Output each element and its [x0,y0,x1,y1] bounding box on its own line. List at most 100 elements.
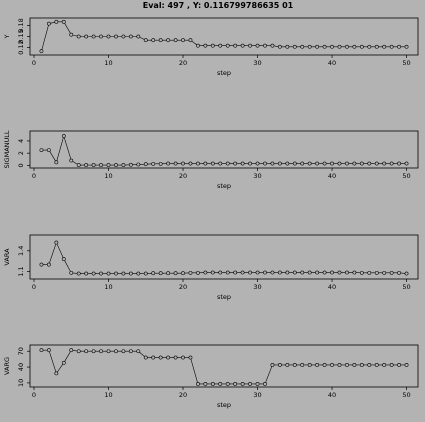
data-point [345,161,349,166]
data-point [91,271,96,276]
data-point [114,349,118,354]
data-point [84,34,89,39]
data-point [181,271,185,276]
data-point [270,43,275,48]
data-point [263,161,267,166]
data-point [136,162,141,167]
data-point [143,355,148,360]
data-point [69,158,74,163]
data-point [166,271,171,276]
data-point [39,262,44,267]
data-point [248,161,252,166]
panel-sigmanull: 0 10 20 30 40 50 0 2 4 step SIGMANULL [3,130,419,190]
x-axis-label: step [217,182,231,190]
data-point [225,382,230,386]
panel-vara: 0 10 20 30 40 50 1.1 1.4 step VARA [3,234,419,301]
data-point [404,161,409,166]
data-point [315,363,320,367]
data-point [218,382,223,386]
data-point [337,363,342,367]
data-point [277,363,282,367]
data-point [285,161,290,166]
data-point [248,43,252,48]
data-point [210,270,215,275]
data-point [300,44,305,49]
data-point [99,34,103,39]
data-point [76,271,81,276]
data-point [345,270,349,275]
x-tick-label: 0 [32,391,36,399]
y-tick-label: 0.18 [17,18,25,32]
data-point [181,161,185,166]
data-point [128,271,133,276]
data-point [397,161,401,166]
data-point [54,160,59,165]
data-point [106,163,111,167]
data-point [39,49,44,54]
data-point [374,44,379,49]
data-point [143,271,148,276]
data-point [76,349,81,354]
data-point [322,44,327,49]
data-point [382,270,387,275]
data-point [203,161,208,166]
data-point [136,271,141,276]
data-point [136,34,141,39]
y-axis-label: SIGMANULL [3,130,11,168]
data-point [374,363,379,367]
data-point [270,363,275,367]
data-point [91,34,96,39]
data-point [367,161,372,166]
x-tick-label: 20 [179,59,187,67]
data-point [218,161,223,166]
data-point [188,355,193,360]
data-point [210,161,215,166]
data-point [121,34,126,39]
data-point [54,371,59,376]
data-point [285,44,290,49]
data-point [337,270,342,275]
data-point [300,270,305,275]
x-tick-label: 10 [104,172,112,180]
y-tick-label: 1.4 [17,246,25,256]
data-point [203,270,208,275]
data-point [196,382,200,386]
data-point [263,270,267,275]
data-point [352,270,357,275]
y-axis-label: Y [3,34,11,39]
data-point [84,349,89,354]
data-point [114,34,118,39]
data-point [300,161,305,166]
x-axis-label: step [217,69,231,77]
data-point [203,43,208,48]
x-tick-label: 10 [104,59,112,67]
panel-y: 0 10 20 30 40 50 0.120.150.18 step Y [3,17,419,77]
data-point [39,148,44,153]
data-point [225,43,230,48]
data-point [389,363,394,367]
x-tick-label: 0 [32,283,36,291]
data-point [166,161,171,166]
data-point [91,349,96,354]
data-point [99,163,103,167]
data-point [404,271,409,276]
data-point [61,257,66,261]
x-tick-label: 20 [179,172,187,180]
data-point [307,270,312,275]
data-point [136,349,141,354]
x-tick-label: 40 [328,391,336,399]
data-point [322,161,327,166]
x-tick-label: 20 [179,391,187,399]
series-line [41,241,407,274]
data-point [330,363,334,367]
data-point [277,270,282,275]
series-line [41,349,407,385]
data-point [374,161,379,166]
data-point [397,270,401,275]
x-tick-label: 40 [328,59,336,67]
data-point [181,355,185,360]
data-point [61,19,66,24]
data-point [128,34,133,39]
data-point [173,38,178,43]
